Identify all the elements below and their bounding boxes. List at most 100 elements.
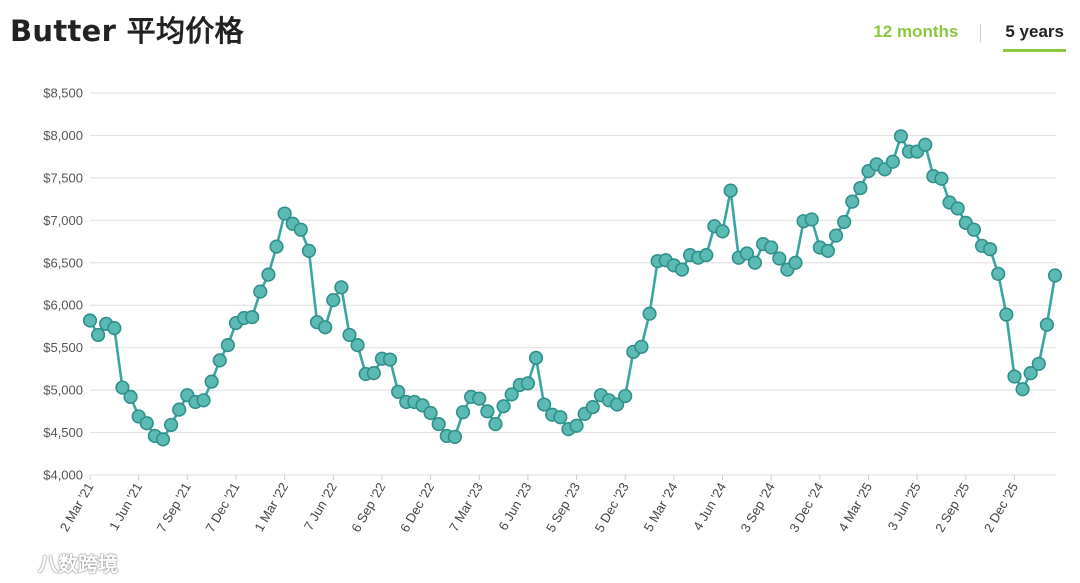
x-tick-label: 3 Dec '24 (786, 480, 826, 535)
data-point[interactable] (318, 320, 333, 335)
gridlines (90, 92, 1056, 476)
x-tick-label: 1 Mar '22 (251, 480, 291, 534)
x-tick-label: 6 Dec '22 (397, 480, 437, 535)
y-tick-label: $8,500 (43, 86, 83, 101)
data-point[interactable] (391, 384, 406, 399)
data-point[interactable] (845, 194, 860, 209)
y-tick-label: $5,000 (43, 383, 83, 398)
y-axis: $4,000 $4,500 $5,000 $5,500 $6,000 $6,500 $7,0… (43, 86, 83, 483)
y-tick-label: $6,500 (43, 255, 83, 270)
data-point[interactable] (950, 201, 965, 216)
data-point[interactable] (885, 154, 900, 169)
series-line-group (88, 134, 1057, 441)
x-tick-label: 5 Dec '23 (592, 480, 632, 535)
data-point[interactable] (172, 402, 187, 417)
data-point[interactable] (853, 180, 868, 196)
data-point[interactable] (934, 171, 949, 186)
data-point[interactable] (277, 206, 292, 221)
data-point[interactable] (1047, 268, 1063, 283)
data-point[interactable] (431, 416, 446, 432)
data-point[interactable] (447, 429, 463, 444)
data-point[interactable] (1015, 382, 1030, 397)
data-point[interactable] (553, 410, 568, 425)
data-point[interactable] (642, 306, 657, 321)
data-point[interactable] (82, 313, 98, 328)
data-point[interactable] (585, 399, 600, 415)
data-point[interactable] (472, 391, 487, 406)
data-point[interactable] (983, 242, 998, 257)
data-point[interactable] (893, 129, 909, 144)
data-point[interactable] (537, 397, 552, 412)
data-point[interactable] (520, 376, 536, 391)
data-point[interactable] (350, 338, 365, 353)
data-point[interactable] (618, 388, 633, 404)
data-point[interactable] (423, 405, 438, 421)
data-point[interactable] (196, 393, 211, 408)
tab-12-months[interactable]: 12 months (873, 22, 959, 41)
data-point[interactable] (163, 417, 179, 433)
data-point[interactable] (382, 352, 398, 367)
data-point[interactable] (723, 183, 738, 198)
data-point[interactable] (326, 293, 341, 308)
series-line (88, 134, 1057, 441)
data-point[interactable] (764, 240, 779, 255)
data-point[interactable] (634, 339, 649, 354)
data-point[interactable] (504, 387, 519, 402)
data-point[interactable] (455, 405, 471, 420)
data-point[interactable] (1031, 356, 1046, 371)
data-point[interactable] (139, 416, 154, 431)
data-point[interactable] (1039, 317, 1054, 332)
data-point[interactable] (991, 266, 1006, 281)
data-point[interactable] (334, 280, 349, 295)
data-point[interactable] (245, 310, 260, 325)
data-point[interactable] (999, 307, 1014, 322)
data-point[interactable] (788, 255, 803, 270)
data-point[interactable] (528, 350, 544, 365)
data-point[interactable] (366, 366, 381, 381)
data-point[interactable] (747, 255, 763, 270)
x-tick-label: 4 Mar '25 (835, 480, 875, 534)
data-point[interactable] (918, 137, 933, 152)
data-point[interactable] (342, 327, 357, 343)
y-tick-label: $4,000 (43, 468, 83, 483)
tab-divider (980, 24, 982, 42)
data-point[interactable] (301, 243, 317, 258)
data-point[interactable] (253, 284, 268, 299)
data-point[interactable] (107, 321, 122, 336)
data-point[interactable] (966, 222, 982, 237)
data-point[interactable] (155, 432, 171, 447)
data-point[interactable] (1023, 366, 1038, 381)
series-points (82, 129, 1063, 447)
data-point[interactable] (739, 246, 754, 261)
data-point[interactable] (820, 243, 836, 258)
data-point[interactable] (609, 397, 625, 412)
data-point[interactable] (115, 380, 130, 395)
y-tick-label: $4,500 (43, 425, 83, 440)
data-point[interactable] (480, 404, 495, 419)
data-point[interactable] (293, 222, 308, 237)
data-point[interactable] (220, 338, 235, 353)
x-axis: 2 Mar '21 1 Jun '21 7 Sep '21 7 Dec '21 1 Ma… (57, 475, 1021, 535)
data-point[interactable] (123, 389, 138, 405)
data-point[interactable] (488, 416, 503, 432)
data-point[interactable] (91, 327, 106, 343)
data-point[interactable] (269, 239, 284, 254)
tab-5-years[interactable]: 5 years (1003, 18, 1066, 52)
x-tick-label: 6 Jun '23 (495, 480, 534, 533)
y-tick-label: $5,500 (43, 340, 83, 355)
data-point[interactable] (772, 251, 787, 266)
data-point[interactable] (837, 214, 852, 230)
data-point[interactable] (569, 418, 584, 433)
data-point[interactable] (1007, 369, 1022, 384)
data-point[interactable] (261, 267, 276, 282)
x-tick-label: 5 Sep '23 (543, 480, 583, 535)
data-point[interactable] (204, 374, 219, 389)
data-point[interactable] (212, 353, 227, 368)
data-point[interactable] (828, 228, 844, 243)
data-point[interactable] (699, 248, 714, 263)
x-tick-label: 5 Mar '24 (641, 480, 681, 534)
data-point[interactable] (496, 399, 511, 414)
data-point[interactable] (674, 262, 690, 277)
data-point[interactable] (804, 212, 819, 227)
data-point[interactable] (715, 224, 730, 239)
